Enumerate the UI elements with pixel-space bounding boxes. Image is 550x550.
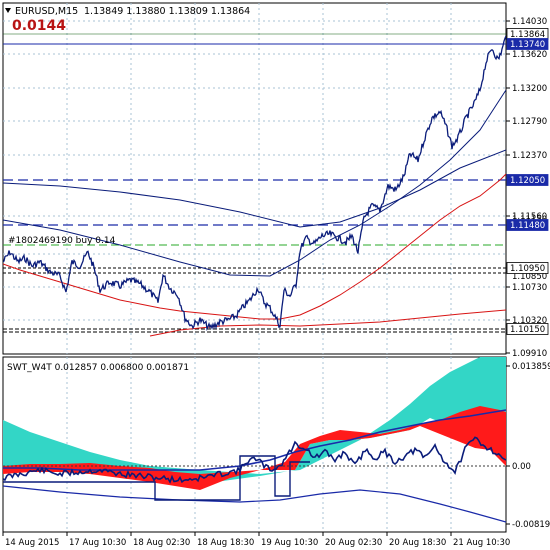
indicator-pane[interactable]: SWT_W4T 0.012857 0.006800 0.001871 <box>2 340 507 533</box>
triangle-down-icon[interactable] <box>5 8 11 13</box>
ohlc-label: 1.13849 1.13880 1.13809 1.13864 <box>84 6 250 17</box>
order-label: #1802469190 buy 0.14 <box>8 236 116 246</box>
y-tick-label: 1.09910 <box>512 349 547 359</box>
main-price-pane[interactable]: EURUSD,M15 1.13849 1.13880 1.13809 1.138… <box>2 2 507 355</box>
x-tick-label: 14 Aug 2015 <box>5 538 59 548</box>
time-axis[interactable]: 14 Aug 2015 17 Aug 10:30 18 Aug 02:30 18 Au… <box>2 532 510 548</box>
red-moving-average <box>3 173 506 320</box>
price-badge <box>506 174 549 186</box>
price-badge <box>506 219 549 231</box>
y-tick-label: 1.14030 <box>512 17 547 27</box>
y-tick-label: 1.12370 <box>512 151 547 161</box>
x-tick-label: 20 Aug 18:30 <box>389 538 446 548</box>
indicator-tick-label: 0.00 <box>512 462 531 472</box>
y-tick-label: 1.13200 <box>512 84 547 94</box>
lower-band-line <box>3 485 506 523</box>
oscillator-line <box>3 436 506 484</box>
price-badge-text: 1.10150 <box>510 325 545 335</box>
indicator-pane-frame <box>2 356 507 533</box>
blue-slow-average <box>3 149 506 228</box>
y-tick-label: 1.10730 <box>512 283 547 293</box>
spread-value: 0.0144 <box>12 18 66 34</box>
indicator-grid <box>66 357 452 532</box>
step-line <box>3 455 310 501</box>
main-price-axis[interactable]: 1.14030 1.13620 1.13200 1.12790 1.12370 1.115… <box>506 17 547 359</box>
price-badge-text: 1.13864 <box>510 30 545 40</box>
price-badge-text: 1.13740 <box>510 40 545 50</box>
x-tick-label: 18 Aug 18:30 <box>197 538 254 548</box>
indicator-tick-label: -0.008198 <box>512 520 550 530</box>
price-line <box>3 35 506 332</box>
price-badge-text: 1.12050 <box>510 176 545 186</box>
price-badge <box>506 262 549 274</box>
x-tick-label: 20 Aug 02:30 <box>325 538 382 548</box>
price-badge-text: 1.10950 <box>510 264 545 274</box>
indicator-tick-label: 0.013859 <box>512 362 550 372</box>
x-tick-label: 17 Aug 10:30 <box>69 538 126 548</box>
y-tick-label: 1.10320 <box>512 316 547 326</box>
red-long-average <box>149 309 506 337</box>
x-tick-label: 21 Aug 10:30 <box>453 538 510 548</box>
indicator-axis[interactable]: 0.013859 0.00 -0.008198 <box>506 362 550 530</box>
price-badge-text: 1.11480 <box>510 221 545 231</box>
y-tick-label: 1.11560 <box>512 212 547 222</box>
price-badge <box>506 38 549 50</box>
x-tick-label: 19 Aug 10:30 <box>261 538 318 548</box>
blue-mid-average <box>3 89 506 277</box>
red-fill-area <box>3 406 506 490</box>
y-tick-label: 1.13620 <box>512 50 547 60</box>
price-badge <box>506 323 549 335</box>
y-tick-label: 1.10850 <box>512 272 547 282</box>
x-tick-label: 18 Aug 02:30 <box>133 538 190 548</box>
main-pane-frame <box>2 2 507 355</box>
indicator-label: SWT_W4T 0.012857 0.006800 0.001871 <box>7 363 189 373</box>
symbol-label: EURUSD,M15 <box>15 6 78 17</box>
y-tick-label: 1.12790 <box>512 117 547 127</box>
